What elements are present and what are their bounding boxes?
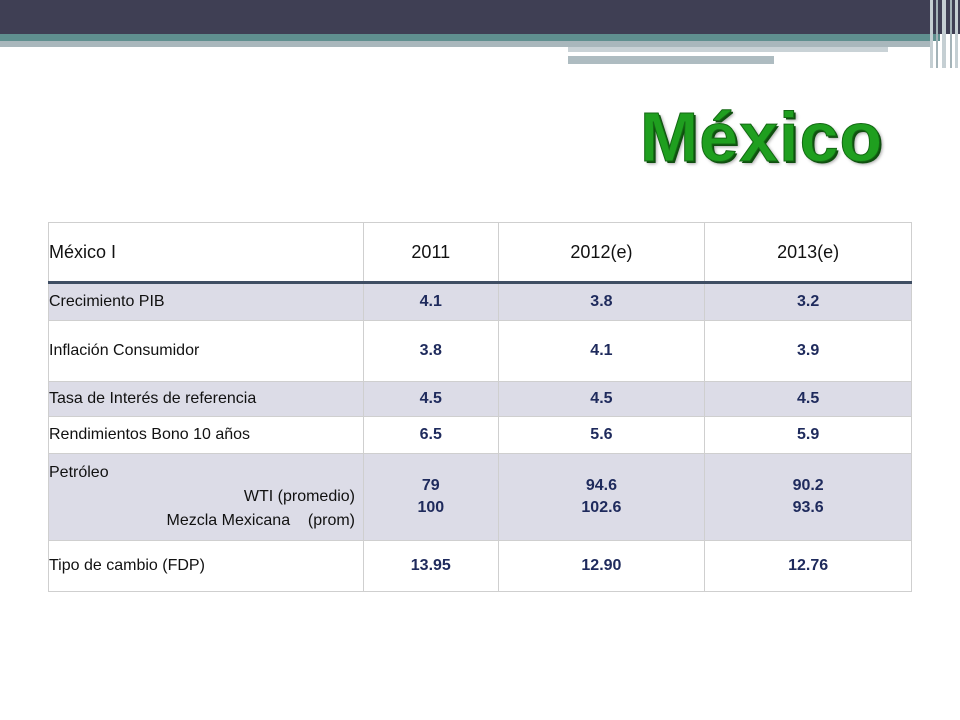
cell-value: 3.2 bbox=[704, 282, 912, 321]
top-banner-accent-line bbox=[568, 47, 888, 52]
cell-value-line: 100 bbox=[417, 499, 445, 516]
table-row: Tasa de Interés de referencia 4.5 4.5 4.… bbox=[48, 381, 912, 417]
cell-value: 79 100 bbox=[363, 453, 499, 541]
table-row: Inflación Consumidor 3.8 4.1 3.9 bbox=[48, 320, 912, 382]
table-row: Crecimiento PIB 4.1 3.8 3.2 bbox=[48, 282, 912, 321]
cell-value: 4.5 bbox=[704, 381, 912, 417]
cell-value: 3.8 bbox=[497, 282, 706, 321]
table-row: Rendimientos Bono 10 años 6.5 5.6 5.9 bbox=[48, 416, 912, 454]
cell-value-line: 90.2 bbox=[792, 477, 824, 494]
cell-value: 6.5 bbox=[363, 416, 499, 454]
cell-value: 4.1 bbox=[497, 320, 706, 382]
row-label: Petróleo WTI (promedio) Mezcla Mexicana … bbox=[48, 453, 364, 541]
cell-value: 90.2 93.6 bbox=[704, 453, 912, 541]
cell-value-line: 93.6 bbox=[792, 499, 824, 516]
cell-value: 3.8 bbox=[363, 320, 499, 382]
cell-value: 94.6 102.6 bbox=[497, 453, 706, 541]
cell-value: 5.9 bbox=[704, 416, 912, 454]
row-label: Tasa de Interés de referencia bbox=[48, 381, 364, 417]
cell-value-line: 102.6 bbox=[581, 499, 622, 516]
economic-indicators-table: México I 2011 2012(e) 2013(e) Crecimient… bbox=[48, 222, 912, 592]
header-cell: México I bbox=[48, 222, 364, 284]
cell-value: 5.6 bbox=[497, 416, 706, 454]
header-cell: 2012(e) bbox=[497, 222, 706, 284]
row-sublabel: WTI (promedio) bbox=[243, 488, 355, 505]
cell-value: 4.5 bbox=[497, 381, 706, 417]
top-banner-teal bbox=[0, 34, 940, 41]
row-label: Tipo de cambio (FDP) bbox=[48, 540, 364, 592]
cell-value: 4.5 bbox=[363, 381, 499, 417]
row-label: Crecimiento PIB bbox=[48, 282, 364, 321]
corner-stripes bbox=[920, 0, 960, 70]
row-label: Rendimientos Bono 10 años bbox=[48, 416, 364, 454]
table-row: Petróleo WTI (promedio) Mezcla Mexicana … bbox=[48, 453, 912, 541]
cell-value: 12.90 bbox=[497, 540, 706, 592]
row-sublabel: Mezcla Mexicana (prom) bbox=[166, 512, 356, 529]
header-cell: 2011 bbox=[363, 222, 499, 284]
table-row: Tipo de cambio (FDP) 13.95 12.90 12.76 bbox=[48, 540, 912, 592]
cell-value: 4.1 bbox=[363, 282, 499, 321]
top-banner-gray bbox=[0, 41, 930, 47]
cell-value-line: 94.6 bbox=[585, 477, 617, 494]
cell-value: 13.95 bbox=[363, 540, 499, 592]
cell-value-line: 79 bbox=[421, 477, 440, 494]
slide-title: México bbox=[639, 98, 884, 177]
header-cell: 2013(e) bbox=[704, 222, 912, 284]
top-banner-dark bbox=[0, 0, 960, 34]
top-banner-accent-block bbox=[568, 56, 774, 64]
row-label-main: Petróleo bbox=[49, 464, 109, 481]
row-label: Inflación Consumidor bbox=[48, 320, 364, 382]
cell-value: 3.9 bbox=[704, 320, 912, 382]
cell-value: 12.76 bbox=[704, 540, 912, 592]
table-header-row: México I 2011 2012(e) 2013(e) bbox=[48, 222, 912, 284]
